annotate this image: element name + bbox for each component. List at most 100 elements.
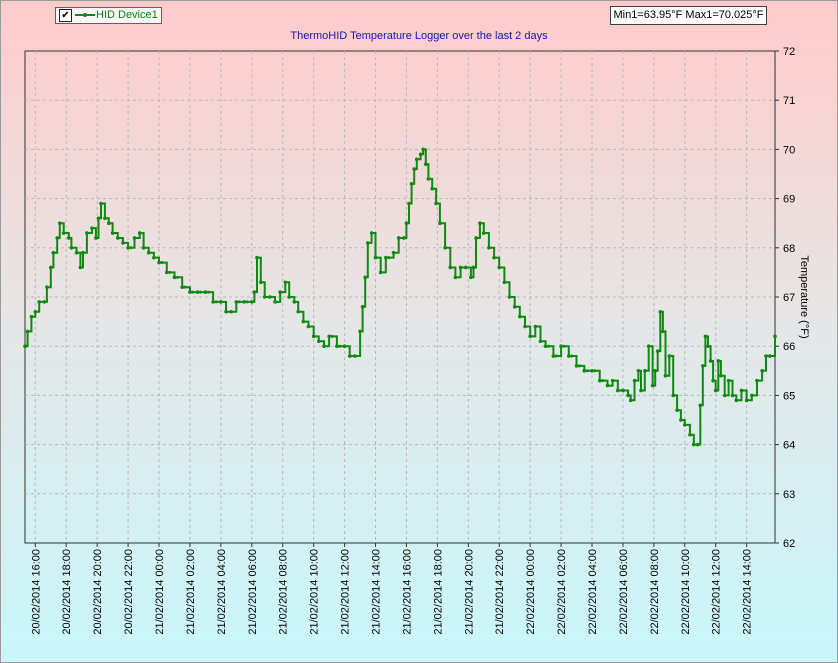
data-point (214, 300, 218, 304)
data-point (51, 250, 56, 255)
data-point (335, 344, 339, 349)
data-point (559, 344, 563, 349)
data-point (132, 236, 137, 240)
data-point (338, 344, 342, 348)
data-point (67, 236, 71, 240)
data-point (658, 309, 663, 314)
data-point (639, 388, 643, 393)
legend-series-name: HID Device1 (96, 9, 158, 21)
data-point (373, 255, 378, 260)
data-point (45, 285, 49, 289)
x-tick-label: 22/02/2014 14:00 (742, 549, 754, 635)
data-point (287, 295, 291, 299)
data-point (391, 250, 396, 255)
x-tick-label: 20/02/2014 22:00 (123, 549, 135, 635)
data-point (655, 349, 660, 353)
data-point (378, 270, 383, 275)
data-point (57, 221, 62, 225)
data-point (402, 236, 406, 240)
data-point (250, 300, 254, 304)
data-point (234, 300, 239, 304)
data-point (734, 398, 739, 403)
data-point (474, 236, 478, 240)
data-point (711, 378, 715, 383)
data-point (283, 280, 288, 285)
data-point (430, 186, 435, 191)
data-point (55, 236, 60, 240)
x-tick-label: 21/02/2014 22:00 (494, 549, 506, 635)
series-hid-device1 (23, 147, 777, 447)
data-point (25, 329, 30, 334)
data-point (94, 236, 98, 240)
y-tick-label: 64 (783, 440, 795, 452)
data-point (438, 221, 442, 225)
data-point (722, 393, 727, 398)
data-point (330, 334, 334, 338)
data-point (404, 221, 409, 225)
data-point (301, 319, 306, 324)
data-point (292, 300, 297, 304)
data-point (85, 231, 89, 235)
data-point (42, 300, 47, 304)
y-tick-label: 66 (783, 341, 795, 353)
data-point (168, 270, 172, 274)
data-point (262, 295, 267, 299)
data-point (407, 201, 411, 206)
data-point (585, 369, 589, 373)
data-point (739, 388, 744, 393)
data-point (523, 324, 527, 329)
data-point (764, 354, 768, 358)
data-point (434, 201, 438, 206)
data-point (615, 388, 620, 393)
data-point (224, 309, 228, 314)
data-point (601, 379, 605, 383)
data-point (96, 216, 101, 221)
x-tick-label: 21/02/2014 00:00 (154, 549, 166, 635)
y-tick-label: 71 (783, 95, 795, 107)
data-point (306, 324, 311, 329)
data-point (229, 309, 233, 314)
x-tick-label: 21/02/2014 14:00 (371, 549, 383, 635)
data-point (414, 157, 419, 162)
legend-checkbox[interactable]: ✔ (59, 9, 72, 22)
data-point (726, 378, 731, 383)
data-point (387, 256, 391, 260)
data-point (81, 250, 85, 255)
x-tick-label: 20/02/2014 18:00 (61, 549, 73, 635)
data-point (562, 344, 566, 348)
min-max-readout: Min1=63.95°F Max1=70.025°F (610, 6, 767, 25)
data-point (570, 354, 574, 358)
data-point (211, 300, 215, 304)
data-point (23, 344, 27, 349)
data-point (121, 241, 125, 245)
data-point (471, 265, 476, 270)
data-point (103, 216, 107, 221)
data-point (682, 423, 687, 427)
data-point (360, 305, 365, 309)
data-point (719, 373, 723, 378)
y-tick-label: 62 (783, 538, 795, 550)
data-point (78, 265, 83, 270)
data-point (245, 300, 249, 304)
data-point (463, 265, 468, 270)
data-point (701, 364, 705, 368)
data-point (152, 255, 156, 260)
data-point (597, 378, 602, 383)
data-point (396, 236, 401, 240)
data-point (481, 231, 486, 235)
data-point (453, 275, 458, 280)
data-point (578, 364, 582, 368)
data-point (188, 290, 192, 294)
data-point (278, 290, 282, 294)
data-point (160, 261, 164, 265)
data-point (478, 221, 482, 225)
data-point (713, 388, 718, 393)
data-point (528, 334, 532, 339)
x-tick-label: 22/02/2014 04:00 (587, 549, 599, 635)
y-tick-label: 65 (783, 390, 795, 402)
data-point (322, 344, 326, 349)
x-tick-label: 22/02/2014 06:00 (618, 549, 630, 635)
data-point (203, 290, 208, 294)
data-point (708, 359, 713, 363)
